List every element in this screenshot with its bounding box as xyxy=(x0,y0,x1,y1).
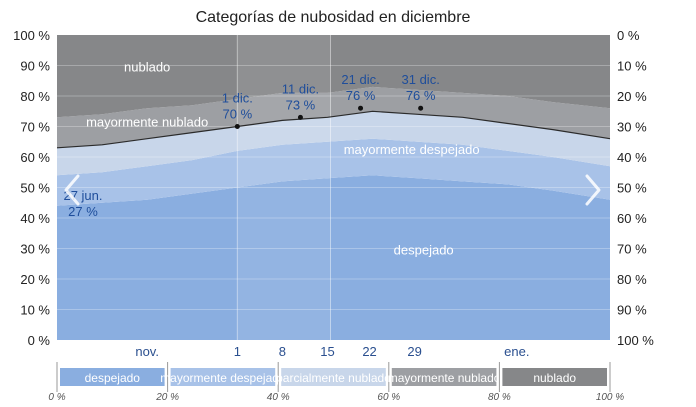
legend-scale-label: 60 % xyxy=(377,392,400,403)
annotation-point xyxy=(358,105,364,111)
band-label: mayormente despejado xyxy=(344,142,480,157)
annotation-date: 11 dic. xyxy=(282,81,319,96)
legend-scale-label: 0 % xyxy=(48,392,65,403)
legend-scale-label: 40 % xyxy=(267,392,290,403)
annotation-value: 70 % xyxy=(223,107,253,122)
x-tick-label: ene. xyxy=(504,344,529,359)
area-parcialmente-nublado xyxy=(57,111,610,176)
annotation-point xyxy=(234,124,240,129)
annotation-value: 76 % xyxy=(406,88,436,103)
left-tick-label: 50 % xyxy=(20,181,50,196)
legend-scale-label: 20 % xyxy=(155,392,179,403)
annotations: 27 jun.27 %1 dic.70 %11 dic.73 %21 dic.7… xyxy=(63,72,439,219)
left-tick-label: 90 % xyxy=(20,59,50,74)
left-tick-label: 10 % xyxy=(20,303,50,318)
left-tick-label: 30 % xyxy=(20,242,50,257)
legend-swatch xyxy=(170,368,276,386)
right-tick-label: 30 % xyxy=(617,120,647,135)
left-tick-label: 100 % xyxy=(13,28,50,43)
chevron-right-icon[interactable] xyxy=(585,174,601,206)
left-tick-label: 70 % xyxy=(20,120,50,135)
chart-title: Categorías de nubosidad en diciembre xyxy=(196,9,471,26)
band-label: despejado xyxy=(394,243,454,258)
legend-label: despejado xyxy=(85,371,141,385)
boundary-line xyxy=(56,110,611,149)
annotation-date: 1 dic. xyxy=(222,91,253,106)
highlight-layer xyxy=(237,35,331,340)
left-tick-label: 40 % xyxy=(20,211,50,226)
x-tick-label: 15 xyxy=(320,344,334,359)
annotation-value: 27 % xyxy=(68,204,98,219)
chevron-left-icon[interactable] xyxy=(64,174,80,206)
band-label: mayormente nublado xyxy=(86,115,208,130)
gridlines xyxy=(57,35,610,340)
right-tick-label: 10 % xyxy=(617,59,647,74)
legend-swatch xyxy=(502,368,607,386)
highlight-range xyxy=(237,35,331,340)
right-tick-label: 80 % xyxy=(617,272,647,287)
chart-areas xyxy=(57,35,610,340)
area-nublado xyxy=(57,35,610,118)
x-tick-label: 29 xyxy=(407,344,421,359)
legend-label: mayormente nublado xyxy=(388,371,501,385)
x-tick-label: 8 xyxy=(279,344,286,359)
x-tick-label: nov. xyxy=(135,344,159,359)
right-tick-label: 60 % xyxy=(617,211,647,226)
annotation-point xyxy=(297,114,303,120)
right-tick-label: 100 % xyxy=(617,333,654,348)
right-tick-label: 20 % xyxy=(617,89,647,104)
legend-swatch xyxy=(60,368,165,386)
x-tick-label: 22 xyxy=(362,344,376,359)
annotation-date: 31 dic. xyxy=(402,72,440,87)
right-tick-label: 70 % xyxy=(617,242,647,257)
right-axis: 0 % 10 % 20 % 30 % 40 % 50 % 60 % 70 % 80 % 90 % 1… xyxy=(617,28,654,348)
x-tick-label: 1 xyxy=(234,344,241,359)
x-axis: nov. 1 8 15 22 29 ene. xyxy=(135,344,529,359)
boundary-line-layer xyxy=(56,110,611,149)
annotation-value: 73 % xyxy=(286,97,316,112)
legend-label: parcialmente nublado xyxy=(276,371,391,385)
left-tick-label: 20 % xyxy=(20,272,50,287)
right-tick-label: 50 % xyxy=(617,181,647,196)
left-tick-label: 60 % xyxy=(20,150,50,165)
legend: despejado mayormente despejadoparcialment… xyxy=(48,362,624,403)
annotation-point xyxy=(418,105,424,111)
legend-swatch xyxy=(391,368,497,386)
band-labels: nublado mayormente nublado mayormente desp… xyxy=(86,60,479,258)
legend-label: mayormente despejado xyxy=(160,371,286,385)
nav-arrows[interactable] xyxy=(64,174,601,206)
area-mayormente-despejado xyxy=(57,138,610,206)
right-tick-label: 0 % xyxy=(617,28,640,43)
right-tick-label: 40 % xyxy=(617,150,647,165)
right-tick-label: 90 % xyxy=(617,303,647,318)
area-mayormente-nublado xyxy=(57,86,610,148)
left-tick-label: 80 % xyxy=(20,89,50,104)
legend-scale-label: 80 % xyxy=(488,392,511,403)
annotation-value: 76 % xyxy=(346,88,376,103)
left-axis: 100 % 90 % 80 % 70 % 60 % 50 % 40 % 30 % 20 % 10 … xyxy=(13,28,50,348)
area-despejado xyxy=(57,175,610,340)
legend-label: nublado xyxy=(533,371,576,385)
legend-scale-label: 100 % xyxy=(596,392,624,403)
annotation-date: 21 dic. xyxy=(341,72,379,87)
left-tick-label: 0 % xyxy=(28,333,51,348)
legend-swatch xyxy=(281,368,386,386)
band-label: nublado xyxy=(124,60,170,75)
